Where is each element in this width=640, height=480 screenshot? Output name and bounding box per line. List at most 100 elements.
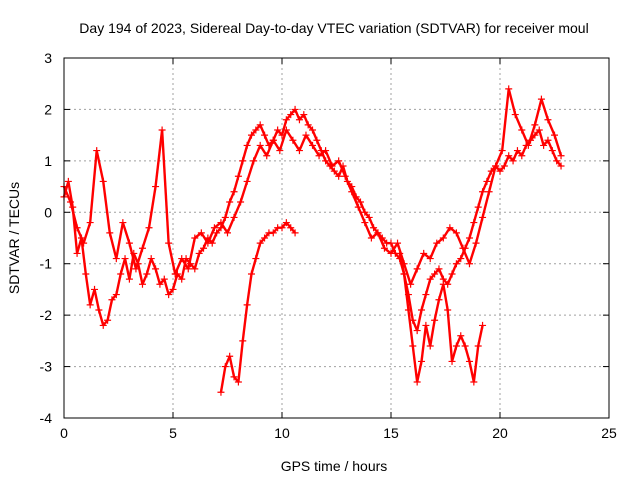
series-segment xyxy=(555,160,562,167)
series-segment xyxy=(398,253,406,275)
series-segment xyxy=(232,201,242,218)
series-segment xyxy=(232,175,240,193)
series-segment xyxy=(446,309,454,362)
series-segment xyxy=(272,226,279,234)
series-segment xyxy=(226,216,236,234)
data-points xyxy=(60,85,565,396)
series-segment xyxy=(429,242,438,260)
series-segment xyxy=(174,258,183,275)
series-segment xyxy=(337,160,347,177)
series-segment xyxy=(121,222,131,244)
series-segment xyxy=(409,268,419,285)
series-segment xyxy=(450,345,458,362)
series-segment xyxy=(180,257,190,270)
series-segment xyxy=(407,294,414,321)
series-segment xyxy=(450,263,458,275)
data-point xyxy=(282,219,290,227)
series-segment xyxy=(141,227,151,249)
series-segment xyxy=(134,247,144,270)
series-segment xyxy=(436,237,445,245)
series-segment xyxy=(187,237,196,270)
series-segment xyxy=(180,258,188,280)
series-segment xyxy=(285,129,294,141)
series-segment xyxy=(154,268,162,285)
series-segment xyxy=(106,299,114,321)
series-segment xyxy=(123,258,131,280)
series-segment xyxy=(171,273,179,290)
data-point xyxy=(99,321,107,329)
series-segment xyxy=(302,114,310,126)
series-segment xyxy=(219,221,229,234)
series-segment xyxy=(381,237,388,244)
series-segment xyxy=(304,134,314,147)
series-segment xyxy=(228,356,236,378)
data-series xyxy=(60,85,565,288)
series-segment xyxy=(318,149,327,157)
data-point xyxy=(496,167,504,175)
series-segment xyxy=(415,361,423,383)
data-series xyxy=(60,105,565,335)
data-point xyxy=(433,239,441,247)
data-point xyxy=(287,224,295,232)
series-segment xyxy=(520,144,528,157)
series-segment xyxy=(546,139,554,152)
series-segment xyxy=(429,320,436,347)
series-segment xyxy=(160,129,170,244)
series-segment xyxy=(324,160,331,167)
series-segment xyxy=(415,309,423,331)
series-segment xyxy=(237,160,244,177)
series-segment xyxy=(455,257,462,265)
series-segment xyxy=(331,159,340,167)
y-tick-label: 1 xyxy=(44,153,52,169)
series-segment xyxy=(527,124,537,146)
series-segment xyxy=(80,237,87,275)
series-segment xyxy=(477,325,484,347)
series-segment xyxy=(437,268,445,280)
series-segment xyxy=(350,191,360,208)
series-segment xyxy=(154,129,164,187)
series-segment xyxy=(272,129,279,141)
x-tick-label: 20 xyxy=(492,425,508,441)
series-segment xyxy=(167,288,174,296)
series-segment xyxy=(402,273,410,311)
series-segment xyxy=(88,150,98,223)
data-point xyxy=(197,229,205,237)
data-point xyxy=(256,239,264,247)
data-point xyxy=(247,131,255,139)
series-segment xyxy=(507,88,517,115)
series-segment xyxy=(368,216,375,229)
series-segment xyxy=(449,226,458,234)
x-tick-label: 25 xyxy=(601,425,617,441)
series-segment xyxy=(468,242,478,265)
x-axis-label: GPS time / hours xyxy=(281,458,388,474)
data-point xyxy=(370,224,378,232)
series-segment xyxy=(193,253,201,270)
series-segment xyxy=(407,309,414,347)
series-segment xyxy=(514,114,523,131)
data-point xyxy=(557,162,565,170)
y-tick-label: -4 xyxy=(40,410,53,426)
series-segment xyxy=(485,170,493,182)
grid xyxy=(64,58,609,418)
series-segment xyxy=(311,129,318,141)
series-segment xyxy=(293,108,301,121)
series-segment xyxy=(102,181,111,234)
series-segment xyxy=(224,201,231,218)
series-segment xyxy=(363,211,371,219)
series-segment xyxy=(499,165,506,172)
series-segment xyxy=(464,237,471,249)
series-segment xyxy=(263,134,271,146)
data-series xyxy=(217,219,487,396)
series-segment xyxy=(128,242,138,270)
series-segment xyxy=(194,231,203,239)
data-point xyxy=(156,280,164,288)
series-segment xyxy=(540,98,550,121)
series-segment xyxy=(455,335,462,347)
series-segment xyxy=(285,113,292,121)
data-point xyxy=(252,126,260,134)
series-segment xyxy=(62,186,72,203)
series-segment xyxy=(446,273,454,285)
data-point xyxy=(553,157,561,165)
series-segment xyxy=(500,88,510,151)
